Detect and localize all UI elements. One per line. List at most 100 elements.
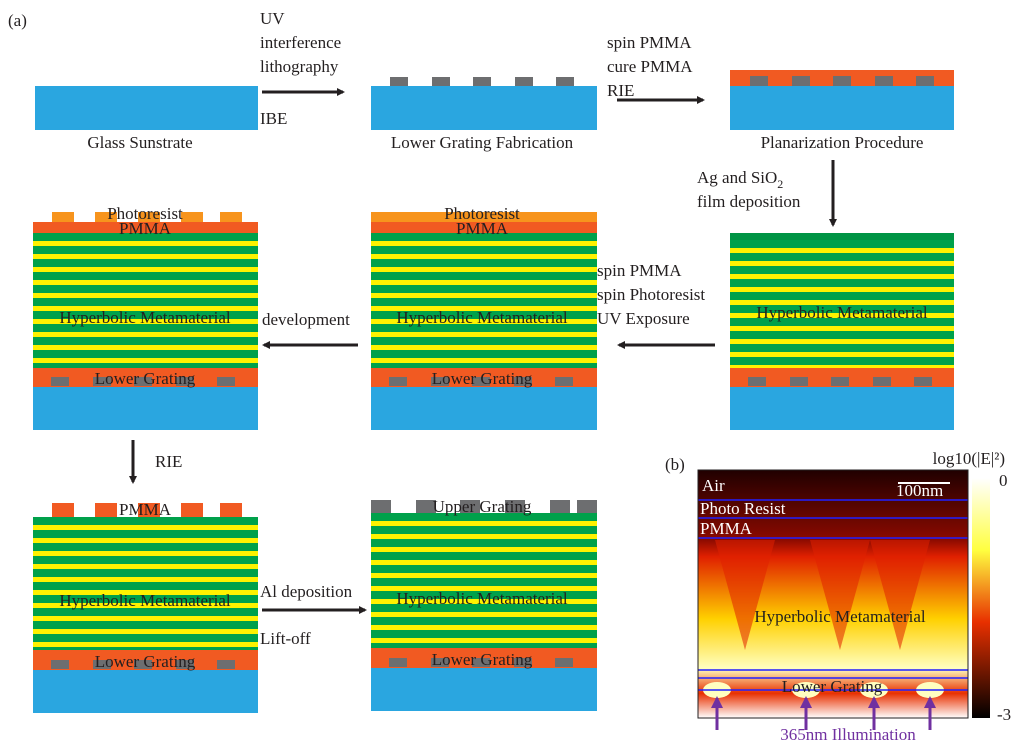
metal-layer bbox=[371, 298, 597, 306]
grating bbox=[750, 76, 768, 86]
metal-layer bbox=[730, 292, 954, 300]
pmma-pattern bbox=[52, 503, 74, 517]
substrate bbox=[730, 86, 954, 130]
arrow-label: Lift-off bbox=[260, 629, 311, 648]
colorbar bbox=[972, 478, 990, 718]
arrow-label: Al deposition bbox=[260, 582, 353, 601]
grating bbox=[389, 658, 407, 667]
cap-layer bbox=[730, 233, 954, 240]
layer-label: Hyperbolic Metamaterial bbox=[59, 591, 231, 610]
metal-layer bbox=[371, 272, 597, 280]
region-label: PMMA bbox=[700, 519, 753, 538]
pmma-pattern bbox=[181, 503, 203, 517]
illumination-label: 365nm Illumination bbox=[780, 725, 916, 744]
metal-layer bbox=[33, 543, 258, 551]
layer-label: Upper Grating bbox=[433, 497, 532, 516]
arrow-label: UV Exposure bbox=[597, 309, 690, 328]
metal-layer bbox=[33, 259, 258, 267]
metal-layer bbox=[33, 634, 258, 642]
colorbar-min: -3 bbox=[997, 705, 1011, 724]
substrate bbox=[371, 668, 597, 711]
figure: (a) UV interference lithography IBE spin… bbox=[0, 0, 1017, 744]
metal-layer bbox=[371, 350, 597, 358]
layer-label: Lower Grating bbox=[432, 650, 533, 669]
metal-layer bbox=[371, 539, 597, 547]
arrow-label: UV bbox=[260, 9, 285, 28]
grating bbox=[432, 77, 450, 86]
substrate bbox=[35, 86, 258, 130]
metal-layer bbox=[33, 246, 258, 254]
grating bbox=[916, 76, 934, 86]
layer-label: Hyperbolic Metamaterial bbox=[756, 303, 928, 322]
layer-label: Hyperbolic Metamaterial bbox=[396, 589, 568, 608]
grating bbox=[51, 660, 69, 669]
metal-layer bbox=[33, 582, 258, 590]
metal-layer bbox=[371, 643, 597, 648]
grating bbox=[555, 658, 573, 667]
caption: Lower Grating Fabrication bbox=[391, 133, 574, 152]
metal-layer bbox=[371, 337, 597, 345]
metal-layer bbox=[371, 363, 597, 368]
grating bbox=[748, 377, 766, 386]
grating bbox=[555, 377, 573, 386]
metal-layer bbox=[33, 363, 258, 368]
metal-layer bbox=[730, 331, 954, 339]
metal-layer bbox=[371, 578, 597, 586]
metal-layer bbox=[33, 285, 258, 293]
metal-layer bbox=[730, 266, 954, 274]
grating bbox=[390, 77, 408, 86]
panel-label: (a) bbox=[8, 11, 27, 30]
substrate bbox=[33, 387, 258, 430]
metal-layer bbox=[730, 357, 954, 365]
metal-layer bbox=[371, 565, 597, 573]
substrate bbox=[730, 387, 954, 430]
arrow-label: spin PMMA bbox=[597, 261, 682, 280]
grating bbox=[51, 377, 69, 386]
text: Ag and SiO bbox=[697, 168, 777, 187]
metal-layer bbox=[371, 630, 597, 638]
photoresist bbox=[220, 212, 242, 222]
region-label: Air bbox=[702, 476, 725, 495]
region-label: Photo Resist bbox=[700, 499, 786, 518]
metal-layer bbox=[33, 350, 258, 358]
arrow-label: film deposition bbox=[697, 192, 801, 211]
region-label: Lower Grating bbox=[782, 677, 883, 696]
metal-layer bbox=[371, 259, 597, 267]
panel-label: (b) bbox=[665, 455, 685, 474]
metal-layer bbox=[33, 272, 258, 280]
metal-layer bbox=[730, 240, 954, 248]
upper-grating bbox=[550, 500, 570, 513]
pmma-pattern bbox=[95, 503, 117, 517]
layer-label: Hyperbolic Metamaterial bbox=[59, 308, 231, 327]
arrow-label: development bbox=[262, 310, 350, 329]
grating bbox=[833, 76, 851, 86]
layer-label: PMMA bbox=[119, 500, 172, 519]
colorbar-max: 0 bbox=[999, 471, 1008, 490]
layer-label: PMMA bbox=[456, 219, 509, 238]
photoresist bbox=[181, 212, 203, 222]
metal-layer bbox=[33, 569, 258, 577]
metal-layer bbox=[33, 530, 258, 538]
colorbar-title: log10(|E|²) bbox=[933, 449, 1005, 468]
metal-layer bbox=[730, 344, 954, 352]
grating bbox=[875, 76, 893, 86]
grating bbox=[515, 77, 533, 86]
metal-layer bbox=[33, 298, 258, 306]
region-label: Hyperbolic Metamaterial bbox=[754, 607, 926, 626]
arrow-label: interference bbox=[260, 33, 341, 52]
layer-label: Hyperbolic Metamaterial bbox=[396, 308, 568, 327]
metal-layer bbox=[33, 647, 258, 650]
metal-layer bbox=[371, 552, 597, 560]
arrow-label: IBE bbox=[260, 109, 287, 128]
grating bbox=[217, 660, 235, 669]
metal-layer bbox=[371, 526, 597, 534]
metal-layer bbox=[33, 621, 258, 629]
arrow-label: spin Photoresist bbox=[597, 285, 705, 304]
grating bbox=[873, 377, 891, 386]
arrow-label: RIE bbox=[155, 452, 182, 471]
caption: Planarization Procedure bbox=[761, 133, 924, 152]
layer-label: Lower Grating bbox=[432, 369, 533, 388]
scale-bar-label: 100nm bbox=[896, 481, 943, 500]
caption: Glass Sunstrate bbox=[87, 133, 192, 152]
shapes bbox=[33, 70, 990, 730]
